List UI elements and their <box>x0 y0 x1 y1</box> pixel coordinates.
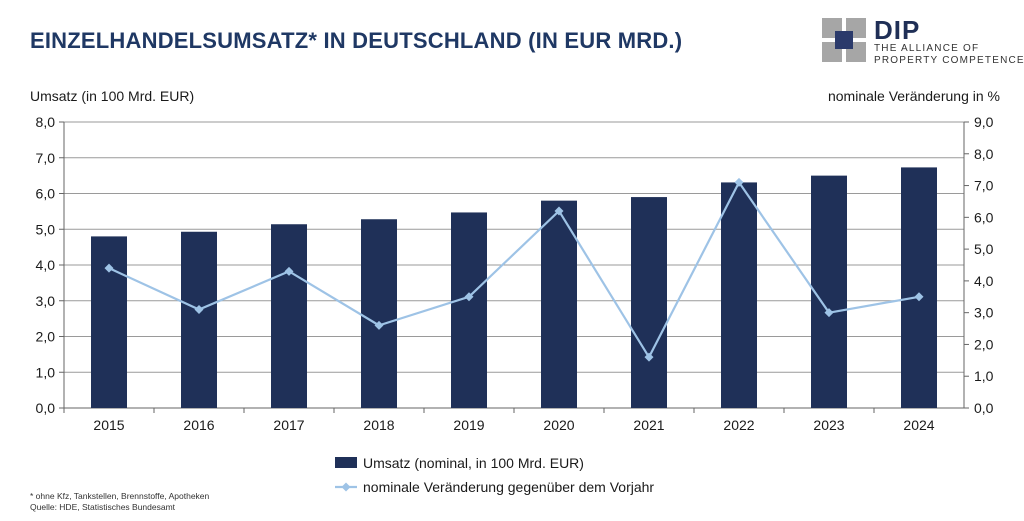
y-tick-label-right: 8,0 <box>974 146 994 162</box>
logo-name: DIP <box>874 15 921 45</box>
y-tick-label-right: 2,0 <box>974 336 994 352</box>
y-tick-label-left: 2,0 <box>36 329 56 345</box>
logo-tagline-1: THE ALLIANCE OF <box>874 43 980 54</box>
x-tick-label: 2019 <box>453 417 484 433</box>
source-note: Quelle: HDE, Statistisches Bundesamt <box>30 502 176 512</box>
y-tick-label-right: 9,0 <box>974 114 994 130</box>
logo-mark <box>822 18 866 62</box>
line-point-2024 <box>914 292 924 302</box>
line-point-2020 <box>554 206 564 216</box>
y-tick-label-right: 5,0 <box>974 241 994 257</box>
y-tick-label-left: 7,0 <box>36 150 56 166</box>
line-series-change <box>108 180 920 360</box>
x-tick-label: 2017 <box>273 417 304 433</box>
y-tick-label-left: 3,0 <box>36 293 56 309</box>
y-tick-label-right: 6,0 <box>974 209 994 225</box>
legend-label-bars: Umsatz (nominal, in 100 Mrd. EUR) <box>363 455 584 471</box>
logo-square-navy <box>835 31 853 49</box>
y-tick-label-right: 0,0 <box>974 400 994 416</box>
x-tick-label: 2016 <box>183 417 214 433</box>
line-point-2018 <box>374 320 384 330</box>
y-tick-label-left: 5,0 <box>36 221 56 237</box>
y-tick-label-left: 6,0 <box>36 186 56 202</box>
bar-2015 <box>91 236 127 408</box>
y-tick-label-left: 1,0 <box>36 364 56 380</box>
x-tick-label: 2018 <box>363 417 394 433</box>
y-tick-label-left: 4,0 <box>36 257 56 273</box>
bar-2016 <box>181 231 217 408</box>
line-point-2023 <box>824 308 834 318</box>
bar-2020 <box>541 200 577 408</box>
x-tick-label: 2023 <box>813 417 844 433</box>
y-tick-label-left: 8,0 <box>36 114 56 130</box>
bar-2022 <box>721 182 757 408</box>
bar-2024 <box>901 167 937 408</box>
line-point-2022 <box>734 177 744 187</box>
footnote: * ohne Kfz, Tankstellen, Brennstoffe, Ap… <box>30 491 210 501</box>
bar-2017 <box>271 224 307 408</box>
line-point-2016 <box>194 304 204 314</box>
bar-2019 <box>451 212 487 408</box>
y-axis-title-right: nominale Veränderung in % <box>828 88 1000 104</box>
y-axis-title-left: Umsatz (in 100 Mrd. EUR) <box>30 88 194 104</box>
x-tick-label: 2024 <box>903 417 934 433</box>
bar-2018 <box>361 219 397 408</box>
chart-title: EINZELHANDELSUMSATZ* IN DEUTSCHLAND (IN … <box>30 28 683 53</box>
legend-marker-line <box>341 482 351 492</box>
line-point-2017 <box>284 266 294 276</box>
line-point-2015 <box>104 263 114 273</box>
x-tick-label: 2022 <box>723 417 754 433</box>
y-tick-label-left: 0,0 <box>36 400 56 416</box>
y-tick-label-right: 3,0 <box>974 305 994 321</box>
x-tick-label: 2020 <box>543 417 574 433</box>
x-tick-label: 2015 <box>93 417 124 433</box>
bar-2023 <box>811 175 847 408</box>
y-tick-label-right: 4,0 <box>974 273 994 289</box>
legend-label-line: nominale Veränderung gegenüber dem Vorja… <box>363 479 654 495</box>
legend-swatch-bars <box>335 457 357 468</box>
y-tick-label-right: 1,0 <box>974 368 994 384</box>
y-tick-label-right: 7,0 <box>974 178 994 194</box>
company-logo: DIP THE ALLIANCE OF PROPERTY COMPETENCE <box>822 15 1024 68</box>
logo-tagline-2: PROPERTY COMPETENCE <box>874 55 1024 66</box>
bar-2021 <box>631 197 667 408</box>
x-tick-label: 2021 <box>633 417 664 433</box>
line-point-2019 <box>464 292 474 302</box>
line-point-2021 <box>644 352 654 362</box>
